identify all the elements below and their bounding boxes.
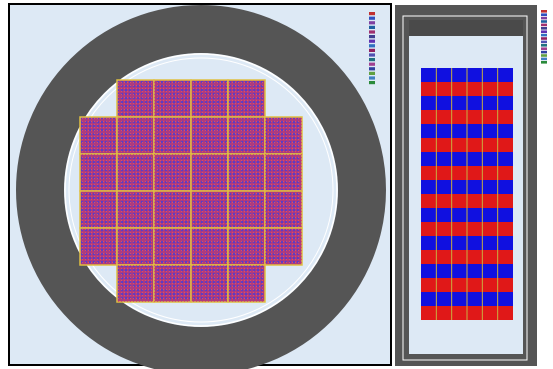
pin-overlay [191, 154, 228, 191]
pin-overlay [154, 191, 191, 228]
pin-overlay [80, 154, 117, 191]
legend-swatch [369, 58, 375, 62]
pin-overlay [265, 191, 302, 228]
axial-view [395, 5, 547, 366]
legend-swatch [541, 40, 547, 44]
pin-overlay [117, 154, 154, 191]
pin-overlay [228, 117, 265, 154]
legend-swatch [541, 50, 547, 54]
pin-overlay [265, 228, 302, 265]
pin-overlay [228, 228, 265, 265]
pin-overlay [191, 80, 228, 117]
legend-swatches [541, 10, 547, 64]
legend-swatch [369, 12, 375, 16]
legend-swatch [541, 16, 547, 20]
vessel-ring [16, 5, 386, 369]
legend-swatch [541, 54, 547, 57]
core-grid [79, 79, 303, 303]
legend-swatch [369, 16, 375, 20]
legend-swatch [369, 67, 375, 71]
pin-overlay [154, 80, 191, 117]
legend-swatch [369, 35, 375, 39]
legend-swatch [541, 44, 547, 47]
pin-overlay [228, 80, 265, 117]
legend-swatch [369, 48, 375, 52]
pin-overlay [154, 228, 191, 265]
legend-swatch [369, 76, 375, 80]
pin-overlay [154, 154, 191, 191]
legend-swatch [369, 44, 375, 48]
pin-overlay [117, 80, 154, 117]
top-band [409, 20, 523, 36]
pin-overlay [191, 191, 228, 228]
pin-overlay [191, 117, 228, 154]
legend-swatch [369, 21, 375, 25]
barrel-line [68, 57, 334, 323]
pin-overlay [154, 265, 191, 302]
legend-swatch [369, 53, 375, 57]
pin-overlay [117, 228, 154, 265]
radial-view [8, 3, 392, 369]
pin-overlay [228, 191, 265, 228]
legend-swatch [541, 37, 547, 40]
legend-swatch [541, 27, 547, 30]
pin-overlay [154, 117, 191, 154]
pin-overlay [265, 154, 302, 191]
axial-stack [421, 68, 513, 320]
pin-overlay [191, 265, 228, 302]
pin-overlay [117, 117, 154, 154]
pin-overlay [228, 265, 265, 302]
legend-swatch [541, 13, 547, 16]
pin-overlay [228, 154, 265, 191]
legend-swatch [369, 62, 375, 66]
pin-overlay [265, 117, 302, 154]
pin-overlay [191, 228, 228, 265]
pin-overlay [80, 117, 117, 154]
legend-swatch [369, 30, 375, 34]
legend-swatch [369, 71, 375, 75]
legend-swatch [541, 23, 547, 27]
legend-swatch [541, 47, 547, 50]
legend-swatch [541, 33, 547, 37]
legend-swatch [541, 20, 547, 23]
legend-swatch [369, 81, 375, 85]
legend-swatch [369, 25, 375, 29]
legend-swatch [541, 30, 547, 33]
pin-overlay [117, 265, 154, 302]
legend-swatch [541, 10, 547, 13]
legend-swatch [541, 57, 547, 61]
legend-swatches [369, 12, 375, 85]
outline [402, 15, 528, 361]
legend-swatch [369, 39, 375, 43]
pin-overlay [80, 228, 117, 265]
legend-swatch [541, 61, 547, 64]
pin-overlay [80, 191, 117, 228]
barrel-line [64, 53, 338, 327]
pin-overlay [117, 191, 154, 228]
